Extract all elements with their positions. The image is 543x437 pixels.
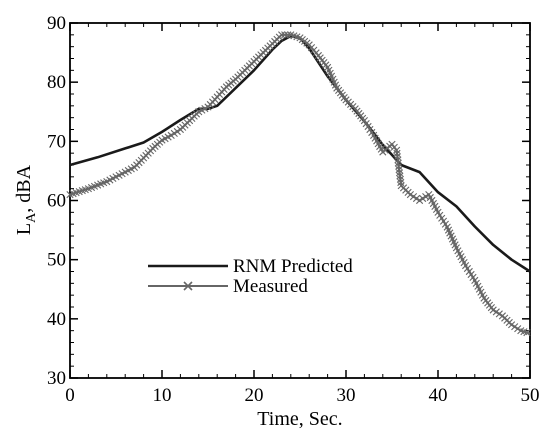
measured-point-marker	[412, 194, 421, 203]
measured-point-marker	[284, 31, 292, 39]
legend-label-measured: Measured	[233, 276, 308, 297]
y-tick-label: 40	[47, 309, 66, 330]
legend-label-predicted: RNM Predicted	[233, 256, 353, 277]
measured-point-marker	[514, 325, 522, 333]
y-axis-label-rest: , dBA	[13, 164, 35, 212]
y-tick-label: 30	[47, 368, 66, 389]
x-tick-label: 50	[521, 385, 540, 406]
measured-point-marker	[278, 31, 286, 39]
legend-marker-measured	[183, 281, 193, 291]
measured-point-marker	[523, 329, 531, 337]
y-tick-label: 90	[47, 13, 66, 34]
y-tick-label: 60	[47, 191, 66, 212]
measured-point-marker	[281, 31, 289, 39]
measured-point-marker	[406, 191, 414, 199]
measured-point-marker	[416, 196, 424, 205]
y-tick-label: 50	[47, 250, 66, 271]
measured-point-marker	[495, 310, 503, 318]
measured-point-marker	[508, 321, 516, 329]
y-axis-label: LA, dBA	[13, 164, 39, 235]
x-tick-label: 20	[245, 385, 264, 406]
x-tick-label: 0	[65, 385, 75, 406]
y-tick-label: 80	[47, 72, 66, 93]
y-axis-label-sub: A	[24, 212, 39, 223]
x-axis-label: Time, Sec.	[257, 408, 342, 430]
x-tick-label: 10	[153, 385, 172, 406]
measured-point-marker	[167, 131, 175, 139]
measured-point-marker	[173, 127, 181, 136]
x-tick-label: 30	[337, 385, 356, 406]
legend: RNM Predicted Measured	[148, 256, 353, 297]
plot-frame	[69, 22, 531, 379]
y-tick-label: 70	[47, 131, 66, 152]
series-line-predicted	[69, 34, 531, 273]
x-tick-label: 40	[429, 385, 448, 406]
y-axis-label-main: L	[13, 223, 35, 235]
